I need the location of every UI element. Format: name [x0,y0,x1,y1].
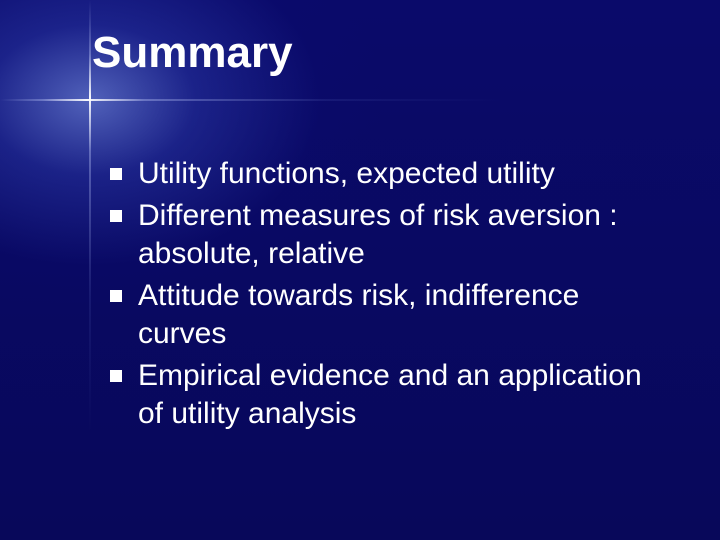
list-item-text: Different measures of risk aversion : ab… [138,197,670,273]
list-item-text: Empirical evidence and an application of… [138,357,670,433]
list-item: Attitude towards risk, indifference curv… [110,277,670,353]
list-item-text: Utility functions, expected utility [138,155,670,193]
list-item: Different measures of risk aversion : ab… [110,197,670,273]
list-item-text: Attitude towards risk, indifference curv… [138,277,670,353]
slide-title: Summary [92,28,293,78]
square-bullet-icon [110,290,122,302]
lens-flare-vertical [89,0,91,540]
list-item: Utility functions, expected utility [110,155,670,193]
lens-flare-horizontal [0,99,720,101]
square-bullet-icon [110,168,122,180]
slide: Summary Utility functions, expected util… [0,0,720,540]
square-bullet-icon [110,370,122,382]
list-item: Empirical evidence and an application of… [110,357,670,433]
square-bullet-icon [110,210,122,222]
slide-body: Utility functions, expected utility Diff… [110,155,670,437]
